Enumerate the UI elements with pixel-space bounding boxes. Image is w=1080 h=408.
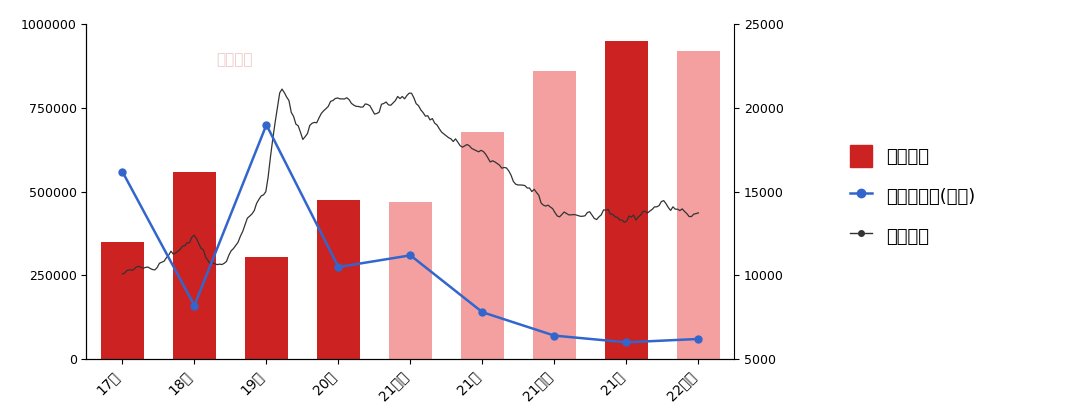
Bar [173, 172, 216, 359]
Bar [100, 242, 144, 359]
Bar [316, 200, 360, 359]
Bar [605, 41, 648, 359]
Bar [677, 51, 720, 359]
Bar [532, 71, 576, 359]
Bar [245, 257, 288, 359]
Text: 点掌财经: 点掌财经 [216, 53, 253, 68]
Legend: 股东人数, 人均持有数(右轴), 格力电器: 股东人数, 人均持有数(右轴), 格力电器 [841, 136, 984, 256]
Bar [461, 131, 504, 359]
Bar [389, 202, 432, 359]
